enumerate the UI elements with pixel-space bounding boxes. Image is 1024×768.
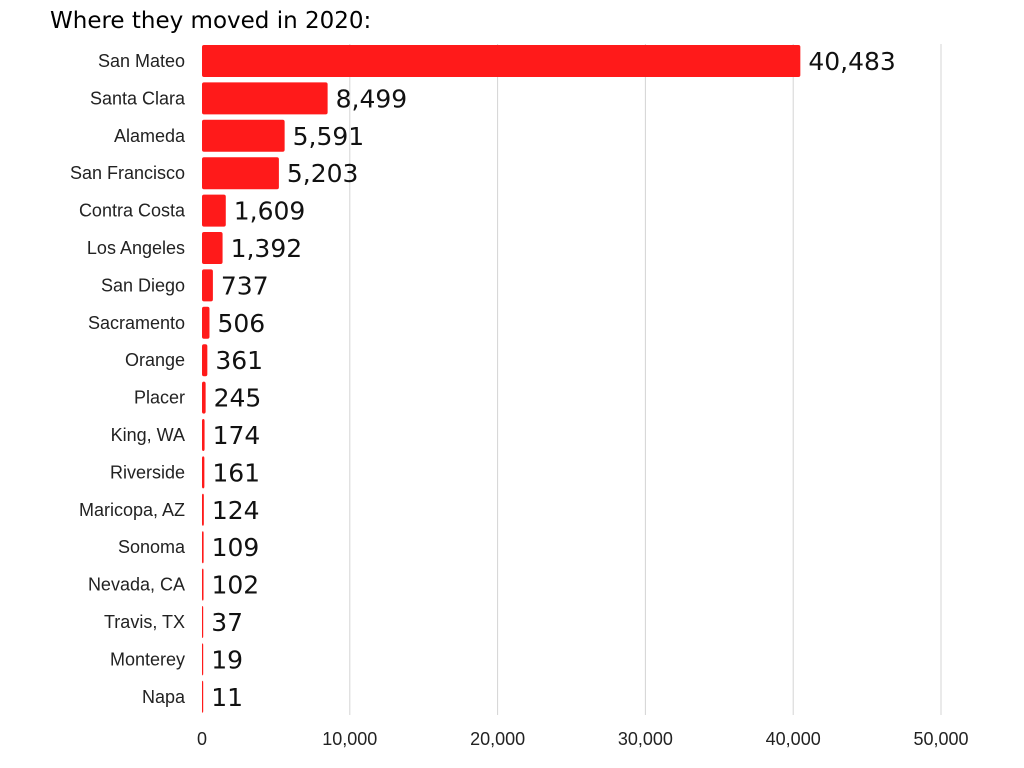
value-label: 5,591: [293, 122, 365, 151]
x-tick-label: 40,000: [766, 729, 821, 749]
category-label: Sacramento: [88, 313, 185, 333]
category-label: Contra Costa: [79, 201, 186, 221]
value-label: 109: [212, 533, 260, 562]
category-label: Santa Clara: [90, 88, 186, 108]
bar: [202, 45, 801, 77]
bar: [202, 82, 328, 115]
value-label: 37: [211, 608, 243, 637]
value-label: 174: [213, 421, 261, 450]
bar: [202, 269, 213, 302]
x-tick-label: 20,000: [470, 729, 525, 749]
value-label: 11: [211, 683, 243, 712]
value-label: 19: [211, 645, 243, 674]
category-label: San Mateo: [98, 51, 185, 71]
value-label: 361: [215, 346, 263, 375]
x-tick-label: 10,000: [322, 729, 377, 749]
category-label: Sonoma: [118, 537, 186, 557]
bar: [202, 680, 204, 713]
chart-title: Where they moved in 2020:: [50, 8, 372, 34]
bar: [202, 456, 205, 489]
bar: [202, 493, 204, 526]
value-label: 737: [221, 271, 269, 300]
bar: [202, 568, 204, 601]
value-label: 245: [214, 384, 262, 413]
grid-lines: [349, 44, 942, 715]
category-label: Nevada, CA: [88, 575, 185, 595]
bar: [202, 531, 204, 564]
category-label: King, WA: [111, 425, 185, 445]
category-label: San Diego: [101, 275, 185, 295]
bar: [202, 381, 206, 414]
x-tick-label: 50,000: [913, 729, 968, 749]
bar: [202, 306, 210, 339]
bars: [202, 45, 801, 713]
x-axis-ticks: 0 10,000 20,000 30,000 40,000 50,000: [197, 729, 969, 749]
category-label: Monterey: [110, 649, 185, 669]
x-tick-label: 30,000: [618, 729, 673, 749]
category-label: Maricopa, AZ: [79, 500, 185, 520]
value-label: 1,392: [231, 234, 303, 263]
bar: [202, 419, 205, 451]
bar: [202, 119, 285, 152]
category-label: San Francisco: [70, 163, 185, 183]
bar: [202, 194, 226, 227]
bar: [202, 643, 204, 676]
value-label: 1,609: [234, 197, 306, 226]
category-label: Placer: [134, 388, 185, 408]
value-label: 161: [212, 458, 260, 487]
bar: [202, 232, 223, 264]
category-label: Napa: [142, 687, 186, 707]
value-label: 5,203: [287, 159, 359, 188]
value-labels: 40,483 8,499 5,591 5,203 1,609 1,392 737 506 361…: [211, 47, 896, 712]
category-label: Los Angeles: [87, 238, 185, 258]
value-label: 506: [217, 309, 265, 338]
bar: [202, 344, 208, 377]
x-tick-label: 0: [197, 729, 207, 749]
value-label: 124: [212, 496, 260, 525]
bar: [202, 157, 279, 190]
value-label: 40,483: [808, 47, 895, 76]
category-labels: San Mateo Santa Clara Alameda San Francisco…: [70, 51, 186, 707]
category-label: Orange: [125, 350, 185, 370]
value-label: 102: [212, 571, 260, 600]
category-label: Travis, TX: [104, 612, 185, 632]
bar: [202, 606, 204, 638]
category-label: Alameda: [114, 126, 186, 146]
value-label: 8,499: [336, 84, 408, 113]
category-label: Riverside: [110, 462, 185, 482]
